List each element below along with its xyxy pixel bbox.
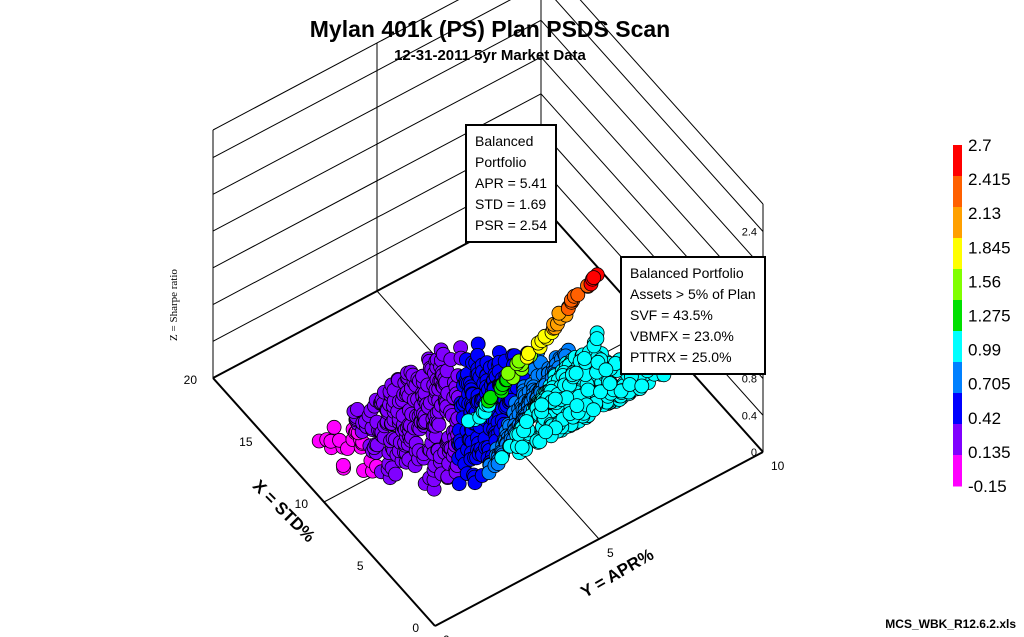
annotation-line: APR = 5.41 bbox=[475, 175, 547, 191]
annotation-line: PTTRX = 25.0% bbox=[630, 349, 732, 365]
colorbar-segment bbox=[953, 145, 962, 177]
x-axis-title: X = STD% bbox=[249, 476, 319, 546]
data-point bbox=[570, 287, 586, 303]
z-tick-label: 0.8 bbox=[742, 374, 757, 386]
frame-line bbox=[555, 0, 764, 232]
data-point bbox=[494, 450, 510, 466]
data-point bbox=[589, 331, 605, 347]
data-point bbox=[577, 351, 592, 366]
annotation-line: SVF = 43.5% bbox=[630, 307, 713, 323]
data-point bbox=[483, 390, 498, 405]
colorbar-segment bbox=[953, 362, 962, 394]
y-tick-label: 5 bbox=[607, 546, 614, 560]
z-tick-label: 0 bbox=[751, 447, 757, 459]
x-tick-label: 5 bbox=[357, 559, 364, 573]
assets-annotation: Balanced Portfolio Assets > 5% of Plan S… bbox=[620, 256, 766, 375]
colorbar-label: 0.99 bbox=[968, 341, 1001, 360]
annotation-line: PSR = 2.54 bbox=[475, 217, 547, 233]
colorbar-segment bbox=[953, 269, 962, 301]
annotation-line: STD = 1.69 bbox=[475, 196, 547, 212]
colorbar-segment bbox=[953, 207, 962, 239]
x-tick-label: 15 bbox=[239, 435, 253, 449]
data-point bbox=[634, 378, 650, 394]
z-tick-label: 2.4 bbox=[742, 227, 757, 239]
colorbar-segment bbox=[953, 238, 962, 270]
data-point bbox=[335, 457, 351, 473]
colorbar-label: 0.135 bbox=[968, 443, 1011, 462]
colorbar: 2.7 2.415 2.13 1.845 1.56 1.275 0.99 0.705 0.42 0… bbox=[953, 136, 1011, 496]
data-point bbox=[569, 398, 585, 414]
colorbar-label: 2.7 bbox=[968, 136, 992, 155]
colorbar-segment bbox=[953, 331, 962, 363]
annotation-line: Assets > 5% of Plan bbox=[630, 286, 756, 302]
data-point bbox=[586, 402, 601, 418]
data-point bbox=[514, 439, 530, 455]
annotation-line: Balanced Portfolio bbox=[630, 265, 744, 281]
balanced-portfolio-annotation: Balanced Portfolio APR = 5.41 STD = 1.69… bbox=[465, 124, 557, 243]
data-point bbox=[431, 417, 447, 433]
annotation-line: Portfolio bbox=[475, 154, 527, 170]
z-tick-label: 0.4 bbox=[742, 410, 757, 422]
annotation-line: Balanced bbox=[475, 133, 534, 149]
data-point bbox=[388, 466, 404, 482]
scatter-points bbox=[311, 267, 672, 497]
chart-title: Mylan 401k (PS) Plan PSDS Scan bbox=[309, 16, 671, 42]
colorbar-label: -0.15 bbox=[968, 477, 1007, 496]
data-point bbox=[580, 382, 596, 398]
colorbar-label: 0.42 bbox=[968, 409, 1001, 428]
frame-line bbox=[540, 19, 764, 269]
data-point bbox=[568, 365, 584, 381]
colorbar-label: 2.13 bbox=[968, 204, 1001, 223]
colorbar-segment bbox=[953, 455, 962, 487]
data-point bbox=[602, 376, 618, 391]
y-axis-title: Y = APR% bbox=[578, 545, 657, 602]
x-tick-label: 10 bbox=[295, 497, 309, 511]
x-tick-label: 20 bbox=[184, 373, 198, 387]
colorbar-label: 1.275 bbox=[968, 307, 1011, 326]
data-point bbox=[538, 424, 554, 440]
data-point bbox=[547, 391, 563, 407]
data-point bbox=[593, 384, 608, 400]
chart-subtitle: 12-31-2011 5yr Market Data bbox=[394, 47, 586, 64]
colorbar-label: 1.845 bbox=[968, 238, 1011, 257]
z-axis-title: Z = Sharpe ratio bbox=[168, 269, 180, 341]
x-tick-label: 0 bbox=[412, 621, 419, 635]
colorbar-segment bbox=[953, 176, 962, 208]
annotation-line: VBMFX = 23.0% bbox=[630, 328, 734, 344]
colorbar-segment bbox=[953, 300, 962, 332]
colorbar-segment bbox=[953, 393, 962, 425]
data-point bbox=[534, 397, 550, 413]
data-point bbox=[326, 419, 342, 435]
data-point bbox=[500, 365, 516, 381]
source-filename: MCS_WBK_R12.6.2.xls bbox=[885, 617, 1016, 631]
data-point bbox=[598, 362, 614, 378]
data-point bbox=[586, 270, 602, 286]
colorbar-label: 1.56 bbox=[968, 272, 1001, 291]
colorbar-label: 0.705 bbox=[968, 375, 1011, 394]
frame-line bbox=[579, 0, 764, 205]
y-tick-label: 10 bbox=[771, 459, 785, 473]
data-point bbox=[519, 414, 534, 430]
colorbar-segment bbox=[953, 424, 962, 456]
y-tick-label: 0 bbox=[443, 633, 450, 637]
data-point bbox=[521, 345, 536, 361]
colorbar-label: 2.415 bbox=[968, 170, 1011, 189]
data-point bbox=[451, 476, 467, 492]
